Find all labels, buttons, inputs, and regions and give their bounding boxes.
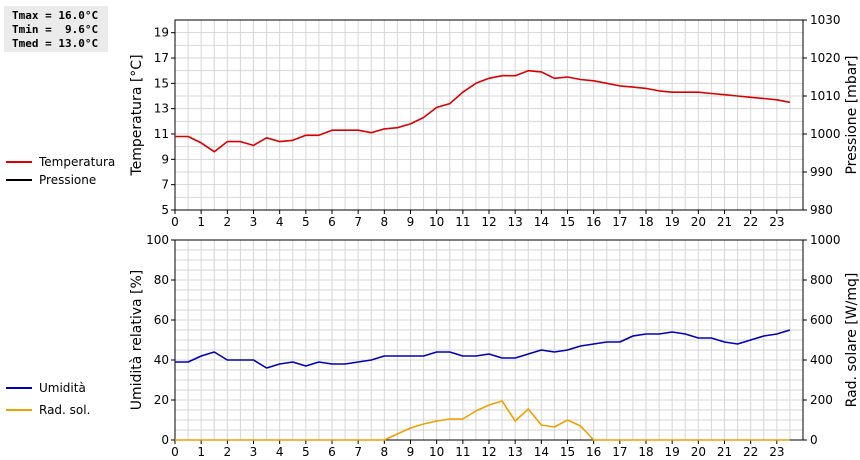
y2-tick-label: 0 [810,433,818,447]
x-tick-label: 11 [455,215,470,229]
x-tick-label: 23 [769,445,784,459]
chart-hum: 0 1 2 3 4 5 6 7 8 9 10 11 12 13 14 15 16 17 18 19 20 21 22 2302… [129,233,860,459]
y-tick-label: 40 [154,353,169,367]
x-tick-label: 10 [429,215,444,229]
x-tick-label: 22 [743,445,758,459]
x-tick-label: 16 [586,215,601,229]
x-tick-label: 4 [276,215,284,229]
x-tick-label: 3 [250,215,258,229]
x-tick-label: 20 [691,445,706,459]
x-tick-label: 2 [224,445,232,459]
x-tick-label: 17 [612,445,627,459]
x-tick-label: 12 [481,215,496,229]
y2-tick-label: 1000 [810,233,841,247]
x-tick-label: 3 [250,445,258,459]
y2-axis-label: Rad. solare [W/mq] [844,273,860,408]
x-tick-label: 9 [407,445,415,459]
y2-axis-label: Pressione [mbar] [844,55,860,174]
y-tick-label: 15 [154,76,169,90]
x-tick-label: 2 [224,215,232,229]
y-tick-label: 20 [154,393,169,407]
x-tick-label: 11 [455,445,470,459]
y2-tick-label: 990 [810,165,833,179]
x-tick-label: 17 [612,215,627,229]
series-line-rad-sol- [175,400,790,441]
y2-tick-label: 1020 [810,51,841,65]
y-tick-label: 11 [154,127,169,141]
x-tick-label: 15 [560,215,575,229]
y-tick-label: 60 [154,313,169,327]
x-tick-label: 21 [717,445,732,459]
y2-tick-label: 600 [810,313,833,327]
stat-tmed: Tmed = 13.0°C [12,37,99,50]
x-tick-label: 21 [717,215,732,229]
y2-tick-label: 200 [810,393,833,407]
y2-tick-label: 1000 [810,127,841,141]
legend-swatch-rad-sol [6,409,32,411]
y-tick-label: 80 [154,273,169,287]
x-tick-label: 15 [560,445,575,459]
y-axis-label: Umidità relativa [%] [129,270,145,411]
stat-tmin: Tmin = 9.6°C [12,23,99,36]
x-tick-label: 19 [665,215,680,229]
y2-tick-label: 1010 [810,89,841,103]
x-tick-label: 7 [354,445,362,459]
x-tick-label: 14 [534,215,549,229]
series-line-temperatura [175,69,791,153]
x-tick-label: 18 [638,445,653,459]
x-tick-label: 5 [302,445,310,459]
series-line-umidit- [175,329,791,369]
y2-tick-label: 1030 [810,13,841,27]
y-tick-label: 19 [154,26,169,40]
stats-box: Tmax = 16.0°C Tmin = 9.6°C Tmed = 13.0°C [4,6,108,52]
x-tick-label: 0 [171,215,179,229]
legend-swatch-pressione [6,179,32,181]
y-tick-label: 13 [154,102,169,116]
x-tick-label: 13 [508,445,523,459]
y-tick-label: 7 [161,178,169,192]
x-tick-label: 23 [769,215,784,229]
x-tick-label: 13 [508,215,523,229]
y-tick-label: 100 [146,233,169,247]
x-tick-label: 8 [381,445,389,459]
x-tick-label: 6 [328,445,336,459]
y-tick-label: 0 [161,433,169,447]
x-tick-label: 22 [743,215,758,229]
legend-swatch-umidita [6,387,32,389]
legend-label-rad-sol: Rad. sol. [39,403,91,417]
x-tick-label: 10 [429,445,444,459]
legend-label-umidita: Umidità [39,381,86,395]
x-tick-label: 8 [381,215,389,229]
legend-swatch-temperatura [6,161,32,163]
y-tick-label: 17 [154,51,169,65]
x-tick-label: 6 [328,215,336,229]
y-tick-label: 5 [161,203,169,217]
x-tick-label: 9 [407,215,415,229]
y-tick-label: 9 [161,152,169,166]
x-tick-label: 18 [638,215,653,229]
x-tick-label: 4 [276,445,284,459]
x-tick-label: 1 [197,445,205,459]
x-tick-label: 16 [586,445,601,459]
y-axis-label: Temperatura [°C] [129,54,145,176]
legend-label-temperatura: Temperatura [39,155,116,169]
y2-tick-label: 800 [810,273,833,287]
y2-tick-label: 400 [810,353,833,367]
x-tick-label: 14 [534,445,549,459]
chart-temp: 0 1 2 3 4 5 6 7 8 9 10 11 12 13 14 15 16 17 18 19 20 21 22 2357… [129,13,860,229]
x-tick-label: 19 [665,445,680,459]
x-tick-label: 1 [197,215,205,229]
y2-tick-label: 980 [810,203,833,217]
x-tick-label: 7 [354,215,362,229]
x-tick-label: 5 [302,215,310,229]
x-tick-label: 0 [171,445,179,459]
x-tick-label: 12 [481,445,496,459]
legend-label-pressione: Pressione [39,173,97,187]
x-tick-label: 20 [691,215,706,229]
stat-tmax: Tmax = 16.0°C [12,9,99,22]
